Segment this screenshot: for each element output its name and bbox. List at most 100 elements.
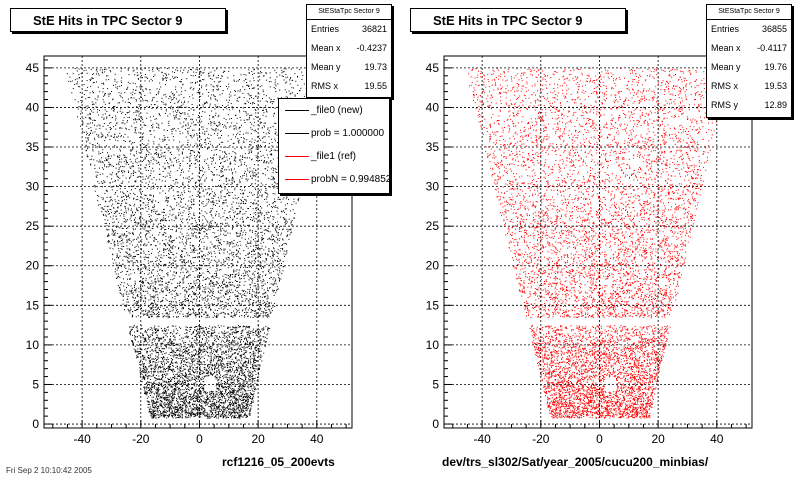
scatter-point	[106, 176, 108, 178]
scatter-point	[231, 315, 233, 317]
scatter-point	[201, 265, 203, 267]
scatter-point	[150, 415, 152, 417]
scatter-point	[150, 221, 151, 223]
scatter-point	[126, 88, 128, 90]
scatter-point	[245, 390, 247, 392]
scatter-point	[252, 310, 254, 311]
scatter-point	[218, 400, 220, 402]
scatter-point	[178, 350, 180, 351]
scatter-point	[197, 378, 199, 380]
scatter-point	[153, 381, 155, 383]
scatter-point	[143, 300, 145, 302]
scatter-point	[144, 377, 146, 379]
scatter-point	[175, 405, 177, 407]
scatter-point	[273, 277, 275, 279]
scatter-point	[152, 361, 154, 363]
scatter-point	[176, 398, 178, 400]
scatter-point	[191, 178, 193, 180]
scatter-point	[275, 292, 277, 294]
scatter-point	[269, 278, 271, 279]
scatter-point	[235, 249, 237, 251]
scatter-point	[287, 229, 289, 231]
scatter-point	[275, 226, 277, 228]
scatter-point	[143, 357, 145, 359]
scatter-point	[145, 204, 147, 206]
scatter-point	[195, 413, 197, 415]
scatter-point	[124, 199, 125, 201]
scatter-point	[201, 170, 203, 172]
scatter-point	[255, 155, 257, 157]
scatter-point	[93, 108, 95, 110]
scatter-point	[237, 260, 239, 262]
scatter-point	[262, 91, 264, 93]
scatter-point	[202, 238, 204, 240]
scatter-point	[106, 225, 108, 227]
scatter-point	[241, 396, 243, 398]
scatter-point	[156, 108, 158, 110]
scatter-point	[210, 309, 212, 311]
scatter-point	[149, 218, 151, 220]
scatter-point	[176, 229, 178, 231]
scatter-point	[248, 403, 250, 405]
scatter-point	[213, 407, 215, 409]
scatter-point	[206, 345, 208, 347]
scatter-point	[216, 417, 218, 419]
scatter-point	[238, 367, 240, 369]
scatter-point	[236, 184, 238, 186]
scatter-point	[203, 364, 205, 366]
scatter-point	[176, 411, 178, 413]
scatter-point	[254, 316, 256, 318]
scatter-point	[169, 159, 171, 161]
scatter-point	[104, 160, 106, 162]
scatter-point	[180, 367, 182, 369]
scatter-point	[204, 216, 206, 218]
scatter-point	[78, 106, 80, 108]
scatter-point	[235, 254, 237, 256]
scatter-point	[185, 350, 187, 352]
scatter-point	[236, 80, 238, 82]
scatter-point	[256, 360, 258, 362]
scatter-point	[277, 264, 279, 266]
scatter-point	[244, 315, 245, 316]
scatter-point	[191, 173, 193, 175]
scatter-point	[195, 68, 197, 70]
scatter-point	[142, 278, 144, 280]
scatter-point	[229, 161, 231, 163]
scatter-point	[183, 157, 185, 159]
scatter-point	[140, 214, 142, 216]
scatter-point	[238, 377, 239, 379]
scatter-point	[236, 217, 238, 219]
scatter-point	[242, 374, 244, 376]
scatter-point	[200, 342, 202, 344]
scatter-point	[233, 128, 235, 130]
scatter-point	[148, 337, 150, 339]
scatter-point	[265, 79, 267, 81]
scatter-point	[226, 340, 228, 341]
scatter-point	[201, 412, 202, 414]
scatter-point	[261, 296, 263, 298]
scatter-point	[195, 236, 197, 238]
scatter-point	[155, 291, 157, 293]
scatter-point	[89, 134, 90, 136]
scatter-point	[217, 264, 219, 266]
scatter-point	[193, 413, 195, 415]
scatter-point	[227, 88, 229, 90]
scatter-point	[242, 155, 244, 157]
scatter-point	[220, 191, 222, 193]
scatter-point	[120, 209, 122, 211]
scatter-point	[173, 139, 175, 141]
scatter-point	[224, 415, 226, 417]
scatter-point	[262, 141, 264, 143]
scatter-point	[172, 108, 174, 110]
scatter-point	[219, 364, 221, 366]
scatter-point	[184, 186, 186, 188]
scatter-point	[251, 129, 253, 130]
scatter-point	[279, 198, 280, 200]
scatter-point	[165, 200, 167, 202]
scatter-point	[252, 289, 254, 291]
scatter-point	[152, 414, 154, 416]
scatter-point	[236, 391, 238, 393]
scatter-point	[223, 296, 225, 298]
scatter-point	[167, 373, 169, 375]
scatter-point	[216, 68, 218, 70]
